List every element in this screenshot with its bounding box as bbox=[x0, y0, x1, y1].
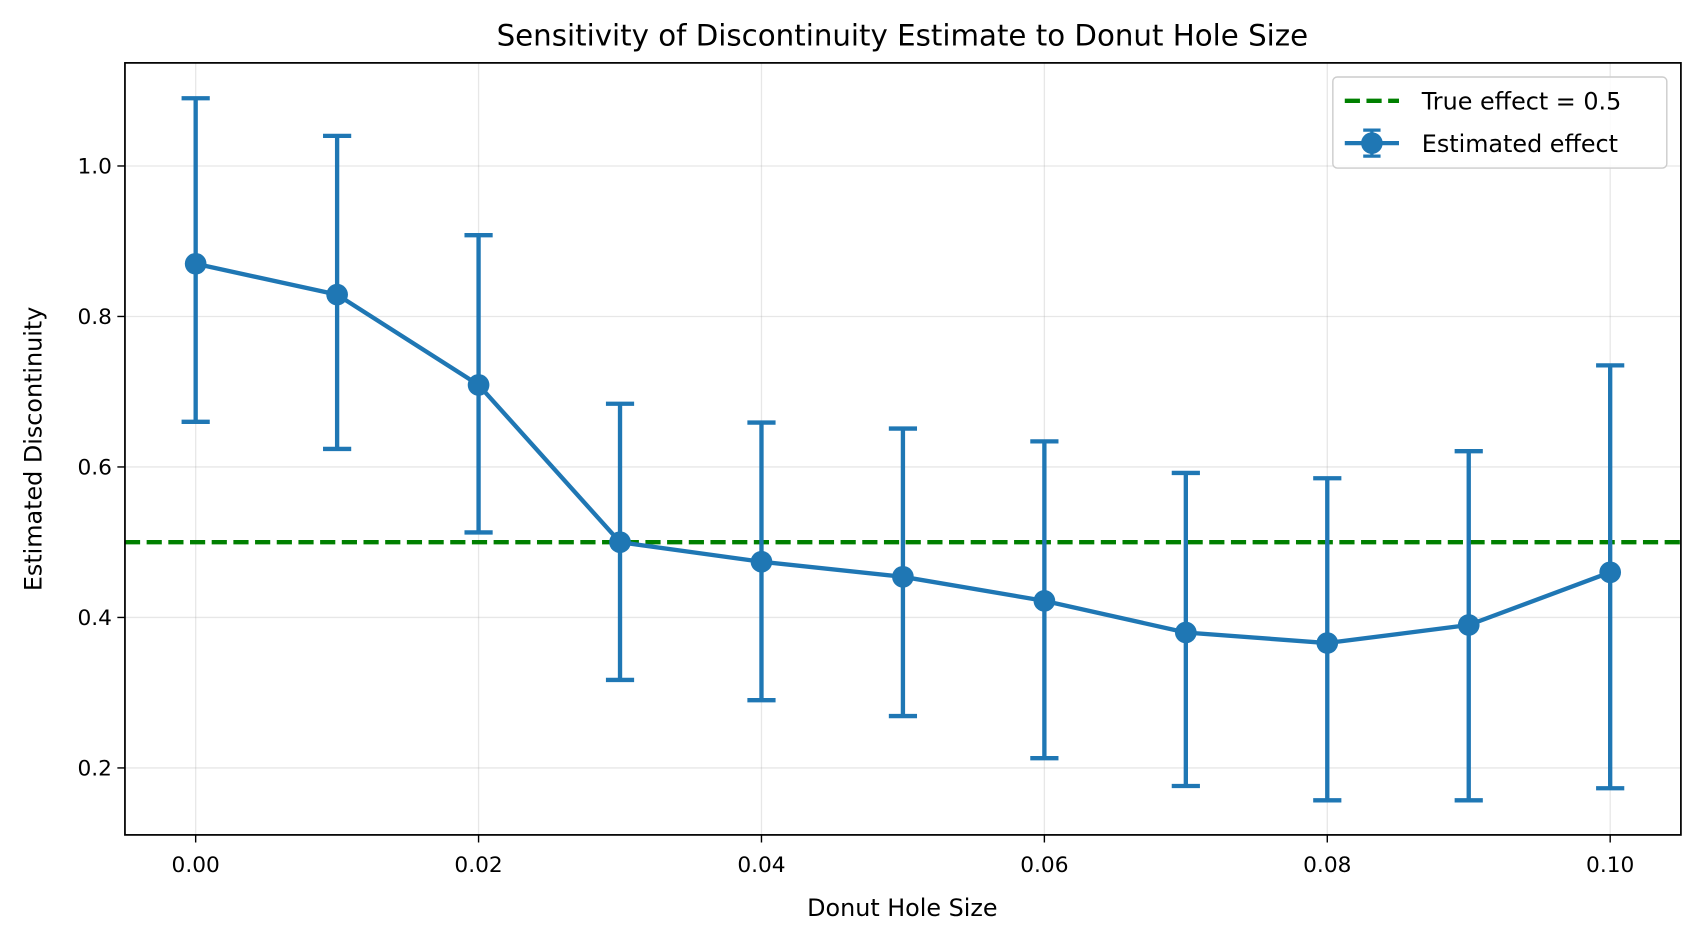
y-axis-label: Estimated Discontinuity bbox=[19, 307, 47, 592]
data-point bbox=[1316, 632, 1339, 654]
y-tick-label: 1.0 bbox=[77, 155, 111, 180]
data-point bbox=[1174, 621, 1197, 644]
y-axis-ticks: 0.2 0.4 0.6 0.8 1.0 bbox=[77, 155, 125, 782]
legend-box bbox=[1332, 76, 1668, 169]
chart-title: Sensitivity of Discontinuity Estimate to… bbox=[497, 19, 1309, 53]
legend-estimated-effect-swatch bbox=[1344, 128, 1399, 158]
x-tick-label: 0.02 bbox=[454, 853, 502, 878]
data-point bbox=[1033, 590, 1056, 612]
error-bars bbox=[181, 96, 1625, 803]
data-point bbox=[467, 374, 490, 396]
data-point bbox=[892, 565, 914, 588]
y-tick-label: 0.4 bbox=[77, 606, 111, 631]
legend-true-effect-label: True effect = 0.5 bbox=[1421, 88, 1622, 116]
x-axis-label: Donut Hole Size bbox=[807, 894, 997, 922]
data-point bbox=[609, 531, 631, 554]
series-estimated-effect bbox=[184, 252, 1622, 654]
x-tick-label: 0.06 bbox=[1020, 853, 1068, 878]
data-point bbox=[184, 252, 207, 275]
data-point bbox=[1599, 561, 1622, 584]
plot-area-frame bbox=[124, 62, 1682, 836]
legend: True effect = 0.5 Estimated effect bbox=[1332, 76, 1668, 169]
x-tick-label: 0.10 bbox=[1586, 853, 1634, 878]
y-tick-label: 0.2 bbox=[77, 757, 111, 782]
data-point bbox=[750, 550, 773, 573]
y-tick-label: 0.6 bbox=[77, 456, 111, 481]
legend-estimated-effect-label: Estimated effect bbox=[1422, 130, 1618, 158]
data-point bbox=[326, 283, 348, 306]
data-point bbox=[1457, 614, 1480, 636]
x-tick-label: 0.08 bbox=[1303, 853, 1351, 878]
x-tick-label: 0.04 bbox=[737, 853, 785, 878]
x-tick-label: 0.00 bbox=[172, 853, 220, 878]
y-tick-label: 0.8 bbox=[77, 305, 111, 330]
x-axis-ticks: 0.00 0.02 0.04 0.06 0.08 0.10 bbox=[172, 834, 1634, 878]
